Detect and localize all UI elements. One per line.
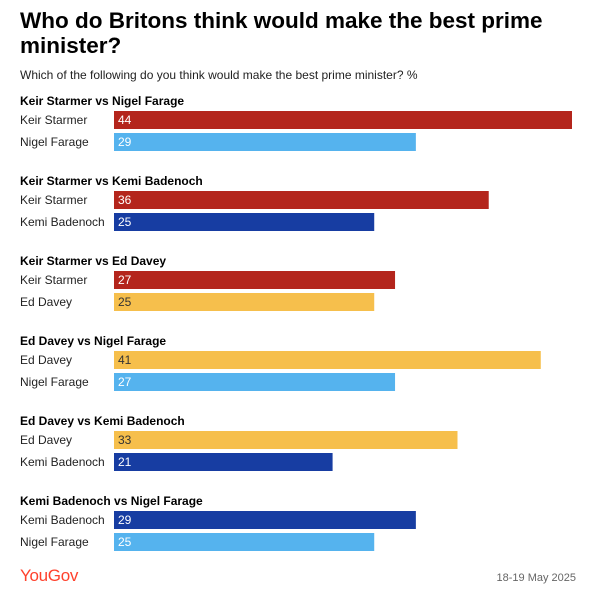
- group-title: Keir Starmer vs Nigel Farage: [20, 94, 184, 108]
- bar-value-label: 27: [118, 273, 132, 287]
- chart-title: Who do Britons think would make the best…: [20, 8, 543, 58]
- bar-value-label: 25: [118, 295, 132, 309]
- group-title: Keir Starmer vs Kemi Badenoch: [20, 174, 203, 188]
- bar-value-label: 25: [118, 535, 132, 549]
- bar-value-label: 29: [118, 135, 132, 149]
- bar-value-label: 29: [118, 513, 132, 527]
- bar-label: Nigel Farage: [20, 135, 89, 149]
- bar-value-label: 33: [118, 433, 132, 447]
- bar-value-label: 27: [118, 375, 132, 389]
- group-title: Ed Davey vs Kemi Badenoch: [20, 414, 185, 428]
- bar: [114, 293, 375, 311]
- bar: [114, 133, 416, 151]
- bar-value-label: 25: [118, 215, 132, 229]
- bar: [114, 453, 333, 471]
- bar: [114, 213, 375, 231]
- bar: [114, 373, 396, 391]
- bar-value-label: 44: [118, 113, 132, 127]
- bar-value-label: 21: [118, 455, 132, 469]
- bar: [114, 351, 541, 369]
- bar: [114, 431, 458, 449]
- bar-label: Nigel Farage: [20, 375, 89, 389]
- group-title: Kemi Badenoch vs Nigel Farage: [20, 494, 203, 508]
- bar-label: Ed Davey: [20, 295, 72, 309]
- bar-label: Ed Davey: [20, 353, 72, 367]
- bar: [114, 511, 416, 529]
- bar-label: Keir Starmer: [20, 273, 87, 287]
- bar: [114, 271, 396, 289]
- bar-label: Kemi Badenoch: [20, 513, 105, 527]
- bar: [114, 191, 489, 209]
- group-title: Ed Davey vs Nigel Farage: [20, 334, 166, 348]
- bar-chart: Keir Starmer vs Nigel Farage Keir Starmer…: [20, 94, 572, 551]
- bar: [114, 533, 375, 551]
- bar-label: Kemi Badenoch: [20, 215, 105, 229]
- bar-label: Ed Davey: [20, 433, 72, 447]
- bar: [114, 111, 572, 129]
- bar-label: Nigel Farage: [20, 535, 89, 549]
- bar-label: Keir Starmer: [20, 113, 87, 127]
- bar-label: Keir Starmer: [20, 193, 87, 207]
- bar-label: Kemi Badenoch: [20, 455, 105, 469]
- chart-subtitle: Which of the following do you think woul…: [20, 68, 418, 82]
- bar-value-label: 36: [118, 193, 132, 207]
- survey-date: 18-19 May 2025: [496, 572, 577, 584]
- group-title: Keir Starmer vs Ed Davey: [20, 254, 166, 268]
- yougov-logo: YouGov: [20, 566, 79, 585]
- bar-value-label: 41: [118, 353, 132, 367]
